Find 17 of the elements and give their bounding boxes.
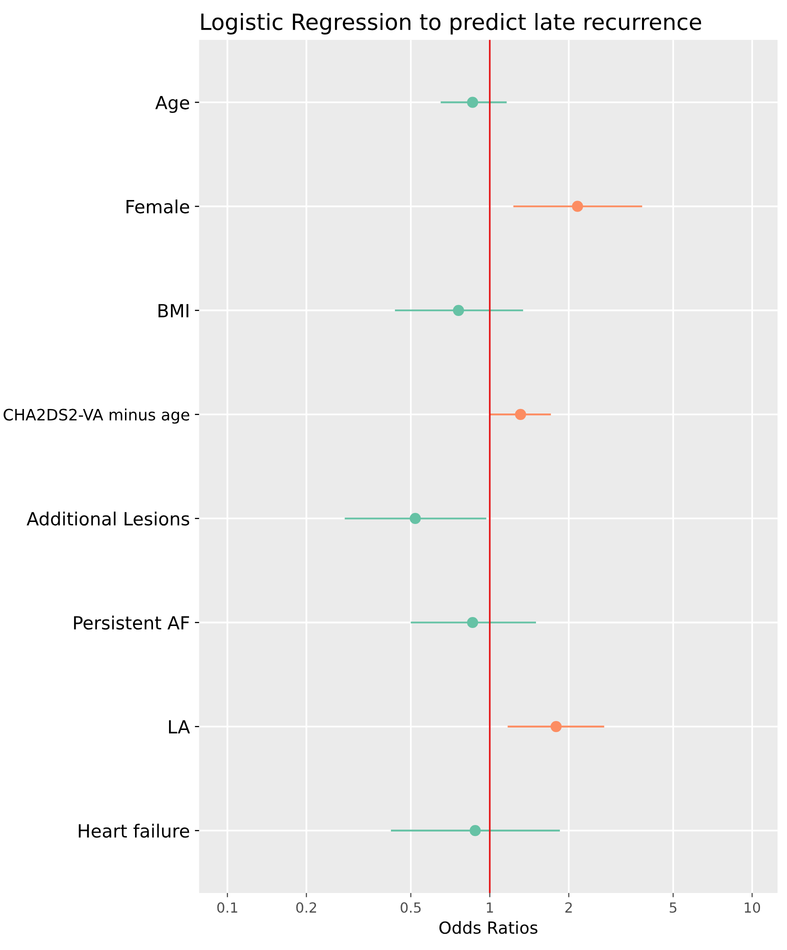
x-tick-label: 5 — [670, 902, 676, 913]
y-tick-label: Additional Lesions — [26, 512, 190, 526]
y-tick-label: LA — [169, 720, 190, 734]
x-tick-label: 1 — [486, 902, 493, 913]
x-tick-label: 0.1 — [217, 902, 238, 913]
y-tick-label: BMI — [158, 304, 188, 318]
x-tick-label: 2 — [565, 902, 572, 913]
x-axis-title: Odds Ratios — [439, 921, 538, 934]
y-tick-label: Persistent AF — [74, 616, 190, 630]
x-tick-label: 0.2 — [296, 902, 316, 913]
x-tick-label: 0.5 — [400, 902, 421, 913]
y-tick-label: Age — [155, 96, 190, 113]
y-tick-label: Female — [126, 200, 190, 214]
y-tick-label: CHA2DS2-VA minus age — [4, 408, 190, 424]
chart-title: Logistic Regression to predict late recurrence — [201, 12, 702, 35]
x-tick-label: 10 — [744, 902, 760, 913]
y-tick-label: Heart failure — [78, 824, 190, 838]
